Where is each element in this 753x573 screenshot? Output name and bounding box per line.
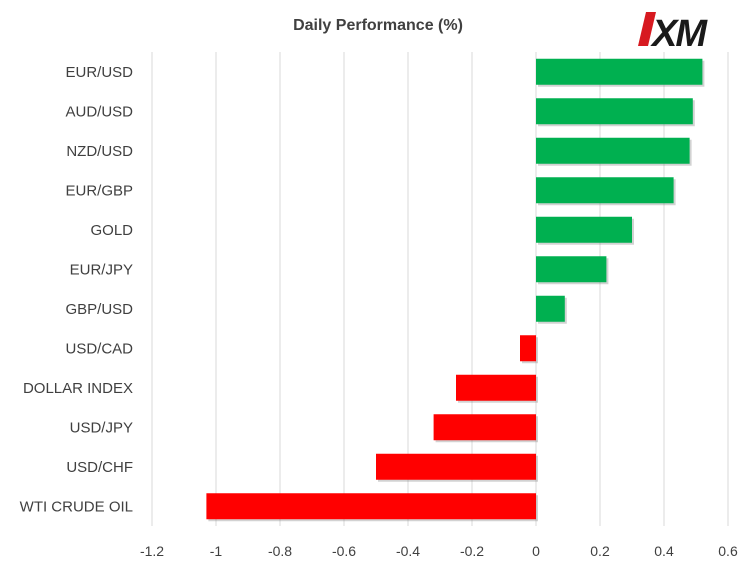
- gridlines: [151, 52, 729, 526]
- x-tick-label: 0.4: [654, 543, 674, 559]
- category-label: NZD/USD: [66, 143, 133, 160]
- bar: [536, 98, 693, 125]
- logo-text: XM: [650, 13, 708, 55]
- xm-logo: XM: [638, 12, 710, 55]
- logo-accent-mark: [638, 12, 656, 46]
- bar: [536, 58, 703, 85]
- category-label: EUR/JPY: [70, 261, 133, 278]
- category-label: DOLLAR INDEX: [23, 380, 133, 397]
- category-label: GBP/USD: [65, 301, 133, 318]
- chart-title: Daily Performance (%): [293, 17, 463, 34]
- x-axis-tick-labels: -1.2 -1 -0.8 -0.6 -0.4 -0.2 0 0.2 0.4 0.6: [140, 543, 738, 559]
- category-label: USD/JPY: [70, 419, 133, 436]
- x-tick-label: -0.2: [460, 543, 484, 559]
- x-tick-label: -1: [210, 543, 223, 559]
- x-tick-label: 0.2: [590, 543, 610, 559]
- x-tick-label: 0: [532, 543, 540, 559]
- bar: [520, 335, 536, 362]
- bar: [456, 374, 536, 401]
- bars: [206, 58, 705, 522]
- category-label: USD/CHF: [66, 459, 133, 476]
- bar: [536, 295, 565, 322]
- category-label: AUD/USD: [65, 103, 133, 120]
- x-tick-label: -0.4: [396, 543, 420, 559]
- category-label: WTI CRUDE OIL: [20, 498, 133, 515]
- category-label: EUR/USD: [65, 64, 133, 81]
- bar: [536, 137, 690, 164]
- bar: [536, 256, 607, 283]
- bar: [376, 453, 536, 480]
- bar: [536, 177, 674, 204]
- bar: [433, 414, 536, 441]
- x-tick-label: -0.8: [268, 543, 292, 559]
- category-labels: EUR/USD AUD/USD NZD/USD EUR/GBP GOLD EUR/JPY G…: [20, 64, 134, 516]
- x-tick-label: -1.2: [140, 543, 164, 559]
- category-label: USD/CAD: [65, 340, 133, 357]
- x-tick-label: -0.6: [332, 543, 356, 559]
- bar: [536, 216, 632, 243]
- x-tick-label: 0.6: [718, 543, 738, 559]
- category-label: EUR/GBP: [65, 182, 133, 199]
- category-label: GOLD: [90, 222, 133, 239]
- bar: [206, 493, 536, 520]
